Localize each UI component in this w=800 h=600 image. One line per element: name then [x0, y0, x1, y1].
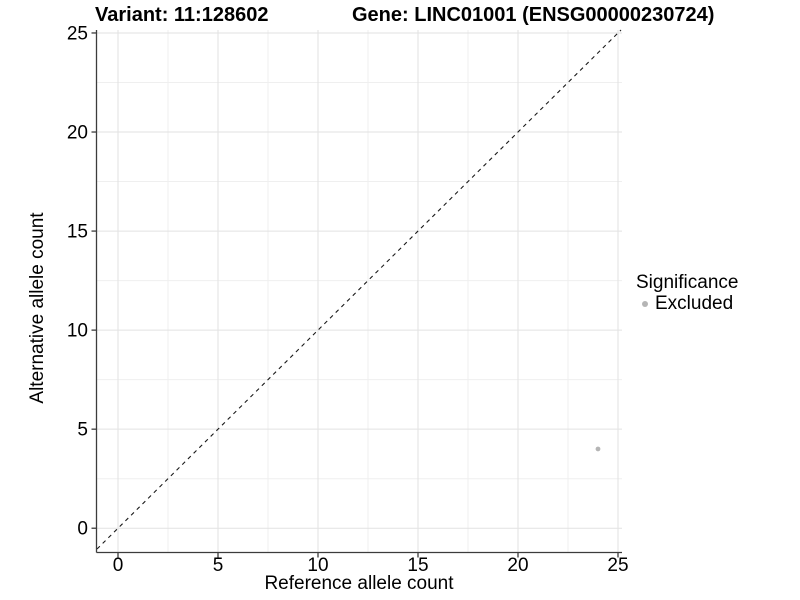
y-tick-label: 15 — [67, 222, 88, 243]
identity-line — [96, 29, 622, 550]
y-tick-label: 25 — [67, 23, 88, 44]
legend: Significance Excluded — [636, 272, 738, 314]
y-tick-label: 20 — [67, 123, 88, 144]
legend-item-excluded: Excluded — [636, 293, 738, 314]
x-tick-label: 15 — [407, 555, 428, 576]
x-tick-label: 0 — [113, 555, 124, 576]
plot-title-variant: Variant: 11:128602 — [95, 4, 269, 26]
x-axis-title: Reference allele count — [264, 573, 454, 594]
legend-key — [636, 295, 653, 312]
y-tick-label: 0 — [77, 519, 88, 540]
y-axis-title: Alternative allele count — [27, 212, 48, 404]
legend-title: Significance — [636, 272, 739, 293]
x-tick-label: 10 — [307, 555, 328, 576]
excluded-point-icon — [641, 300, 648, 307]
legend-item-label: Excluded — [655, 293, 734, 314]
x-tick-label: 20 — [507, 555, 528, 576]
x-tick-label: 5 — [213, 555, 224, 576]
plot-title-gene: Gene: LINC01001 (ENSG00000230724) — [352, 4, 715, 26]
y-tick-label: 5 — [77, 420, 88, 441]
data-point — [595, 446, 601, 452]
y-tick-label: 10 — [67, 321, 88, 342]
x-tick-label: 25 — [607, 555, 628, 576]
